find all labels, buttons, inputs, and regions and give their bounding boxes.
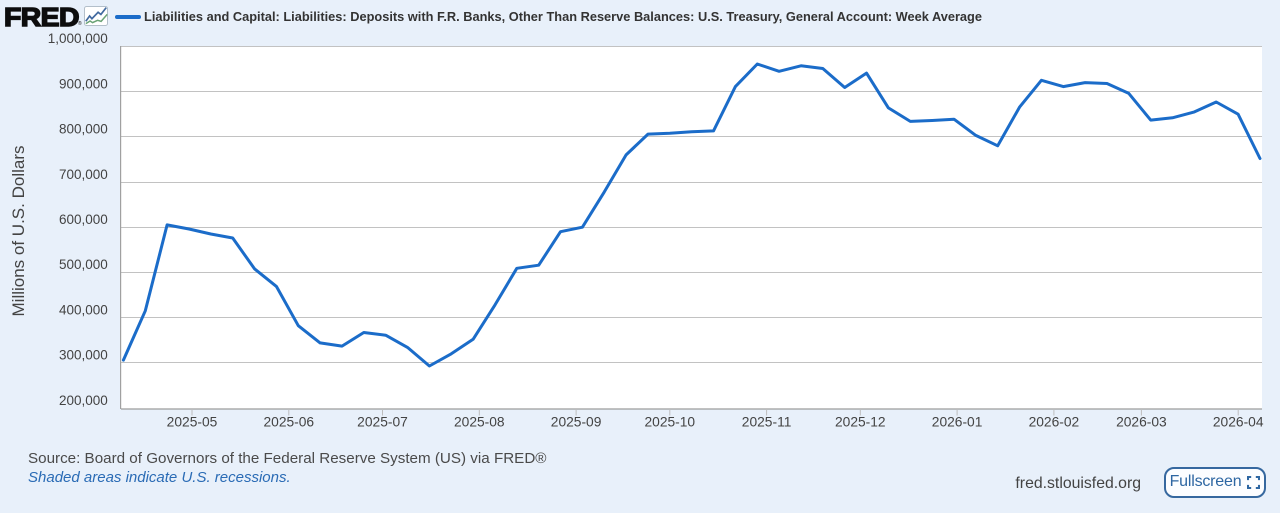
svg-text:700,000: 700,000 [59,167,108,182]
svg-text:2026-04: 2026-04 [1213,414,1264,429]
svg-text:2025-10: 2025-10 [644,414,695,429]
svg-text:2026-01: 2026-01 [932,414,983,429]
svg-text:2026-03: 2026-03 [1116,414,1167,429]
svg-text:500,000: 500,000 [59,257,108,272]
svg-text:2025-08: 2025-08 [454,414,505,429]
svg-text:300,000: 300,000 [59,348,108,363]
svg-text:2025-09: 2025-09 [551,414,602,429]
svg-text:2025-06: 2025-06 [263,414,314,429]
svg-text:900,000: 900,000 [59,76,108,91]
svg-text:200,000: 200,000 [59,393,108,408]
svg-text:400,000: 400,000 [59,302,108,317]
svg-text:600,000: 600,000 [59,212,108,227]
svg-text:2025-05: 2025-05 [167,414,218,429]
svg-text:800,000: 800,000 [59,122,108,137]
svg-text:2026-02: 2026-02 [1029,414,1080,429]
svg-text:2025-12: 2025-12 [835,414,886,429]
svg-text:2025-07: 2025-07 [357,414,408,429]
svg-text:2025-11: 2025-11 [742,414,792,429]
svg-text:1,000,000: 1,000,000 [48,31,108,46]
